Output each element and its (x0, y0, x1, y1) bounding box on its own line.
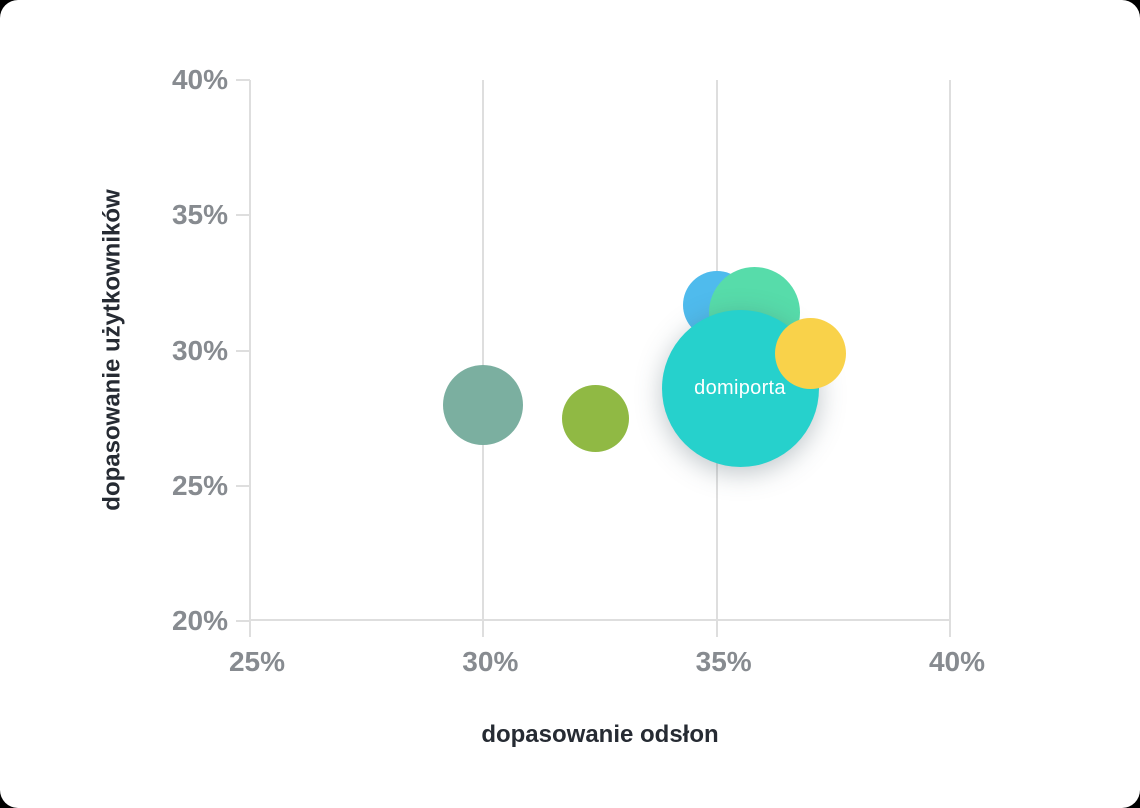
x-axis-line (249, 619, 951, 621)
y-tick (236, 214, 250, 217)
x-tick-label: 30% (462, 646, 519, 677)
bubble-label: domiporta (694, 376, 786, 399)
x-tick-label: 40% (928, 646, 986, 677)
x-tick-label: 35% (695, 646, 752, 677)
bubble-yellow[interactable] (774, 317, 846, 389)
y-axis-title: dopasowanie użytkowników (98, 189, 126, 511)
bubble-olive[interactable] (561, 384, 629, 452)
y-tick-label: 30% (171, 334, 228, 366)
x-axis-title: dopasowanie odsłon (481, 721, 719, 748)
x-tick-label: 25% (228, 646, 286, 677)
y-tick (236, 484, 250, 487)
x-gridline (949, 80, 951, 637)
y-tick (236, 620, 250, 622)
y-tick-label: 25% (171, 469, 228, 501)
y-tick-label: 40% (171, 64, 228, 95)
x-gridline (482, 80, 485, 637)
y-axis-line (249, 80, 251, 637)
bubble-domiporta[interactable]: domiporta (661, 309, 819, 467)
y-tick (236, 349, 250, 352)
y-tick-label: 20% (171, 605, 228, 636)
bubble-sage[interactable] (443, 364, 524, 445)
y-tick (236, 79, 250, 81)
y-tick-label: 35% (171, 199, 228, 231)
